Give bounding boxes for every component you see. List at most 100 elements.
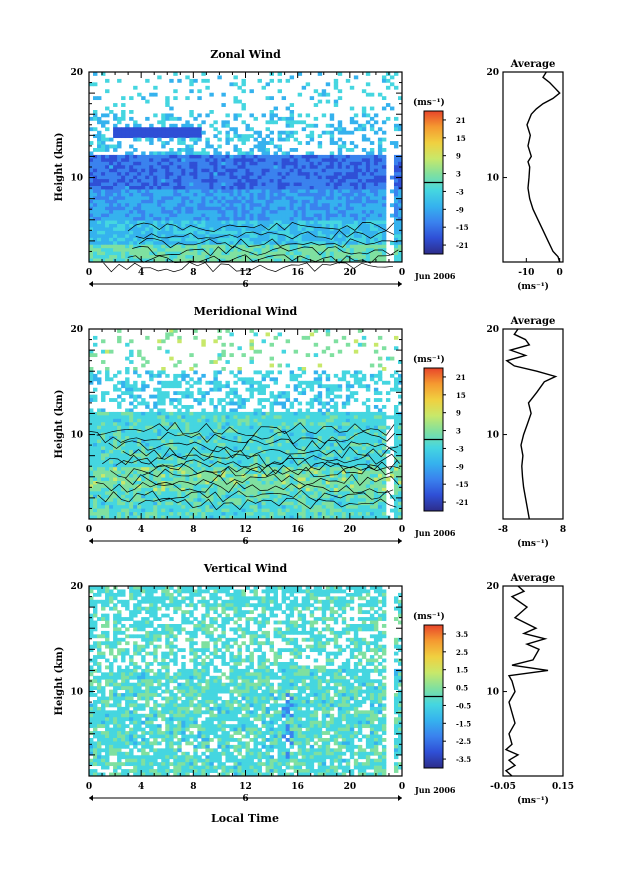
heatmap-cell — [269, 182, 274, 187]
heatmap-cell — [281, 251, 287, 256]
heatmap-cell — [209, 123, 214, 128]
heatmap-cell — [285, 470, 291, 475]
heatmap-cell — [169, 418, 174, 423]
heatmap-cell — [117, 470, 122, 475]
heatmap-cell — [269, 415, 274, 420]
heatmap-cell — [141, 237, 146, 242]
heatmap-cell — [341, 127, 347, 132]
heatmap-cell — [397, 456, 403, 461]
heatmap-cell — [153, 251, 158, 256]
heatmap-cell — [97, 137, 102, 142]
heatmap-cell — [113, 213, 118, 218]
heatmap-cell — [293, 470, 299, 475]
heatmap-cell — [101, 460, 106, 465]
heatmap-cell — [209, 244, 214, 249]
heatmap-cell — [293, 137, 299, 142]
heatmap-cell — [181, 258, 186, 263]
heatmap-cell — [125, 186, 130, 190]
heatmap-cell — [173, 127, 178, 132]
heatmap-cell — [289, 213, 295, 218]
heatmap-cell — [241, 217, 246, 221]
heatmap-cell — [193, 217, 198, 221]
heatmap-cell — [257, 398, 262, 402]
heatmap-cell — [241, 467, 246, 472]
heatmap-cell — [89, 206, 94, 211]
heatmap-cell — [149, 244, 154, 249]
heatmap-cell — [145, 158, 150, 163]
heatmap-cell — [241, 258, 246, 263]
heatmap-cell — [225, 456, 230, 461]
heatmap-cell — [161, 217, 166, 221]
heatmap-cell — [125, 123, 130, 128]
heatmap-cell — [157, 234, 162, 239]
heatmap-cell — [161, 411, 166, 416]
heatmap-cell — [269, 342, 274, 347]
heatmap-cell — [313, 237, 319, 242]
heatmap-cell — [377, 258, 383, 263]
heatmap-cell — [125, 151, 130, 156]
heatmap-cell — [133, 203, 138, 208]
heatmap-cell — [185, 158, 190, 163]
heatmap-cell — [393, 380, 399, 385]
heatmap-cell — [241, 179, 246, 183]
heatmap-cell — [293, 411, 299, 416]
heatmap-cell — [137, 230, 142, 235]
heatmap-cell — [157, 210, 162, 215]
heatmap-cell — [361, 154, 367, 159]
heatmap-cell — [313, 168, 319, 173]
heatmap-cell — [393, 199, 399, 204]
heatmap-cell — [101, 258, 106, 263]
heatmap-cell — [241, 429, 246, 434]
heatmap-cell — [157, 251, 162, 256]
heatmap-cell — [113, 244, 118, 249]
heatmap-cell — [265, 241, 270, 246]
heatmap-cell — [105, 175, 110, 180]
heatmap-cell — [277, 179, 283, 183]
heatmap-cell — [373, 179, 379, 183]
heatmap-cell — [341, 234, 347, 239]
heatmap-cell — [137, 182, 142, 187]
heatmap-cell — [217, 182, 222, 187]
heatmap-cell — [97, 96, 102, 101]
heatmap-cell — [313, 377, 319, 382]
heatmap-cell — [293, 255, 299, 259]
heatmap-cell — [353, 255, 359, 259]
heatmap-cell — [101, 241, 106, 246]
heatmap-cell — [261, 456, 266, 461]
heatmap-cell — [345, 251, 351, 256]
heatmap-cell — [121, 186, 126, 190]
heatmap-cell — [213, 429, 218, 434]
heatmap-cell — [333, 425, 339, 430]
heatmap-cell — [237, 192, 242, 197]
heatmap-cell — [329, 422, 335, 427]
heatmap-cell — [397, 213, 403, 218]
heatmap-cell — [245, 224, 250, 228]
heatmap-cell — [309, 415, 315, 420]
heatmap-cell — [153, 429, 158, 434]
heatmap-cell — [373, 391, 379, 396]
heatmap-cell — [245, 398, 250, 402]
heatmap-cell — [189, 367, 194, 371]
heatmap-cell — [241, 470, 246, 475]
heatmap-cell — [257, 244, 262, 249]
heatmap-cell — [393, 467, 399, 472]
heatmap-cell — [377, 203, 383, 208]
heatmap-cell — [193, 206, 198, 211]
heatmap-cell — [165, 158, 170, 163]
heatmap-cell — [97, 439, 102, 444]
heatmap-cell — [185, 394, 190, 399]
heatmap-cell — [133, 387, 138, 392]
heatmap-cell — [293, 248, 299, 253]
heatmap-cell — [193, 463, 198, 468]
heatmap-cell — [209, 237, 214, 242]
heatmap-cell — [113, 446, 118, 451]
heatmap-cell — [285, 196, 291, 201]
heatmap-cell — [201, 172, 206, 177]
heatmap-cell — [105, 474, 110, 478]
heatmap-cell — [185, 165, 190, 170]
heatmap-cell — [341, 206, 347, 211]
heatmap-cell — [241, 137, 246, 142]
heatmap-cell — [349, 373, 355, 378]
heatmap-cell — [213, 220, 218, 225]
heatmap-cell — [173, 422, 178, 427]
